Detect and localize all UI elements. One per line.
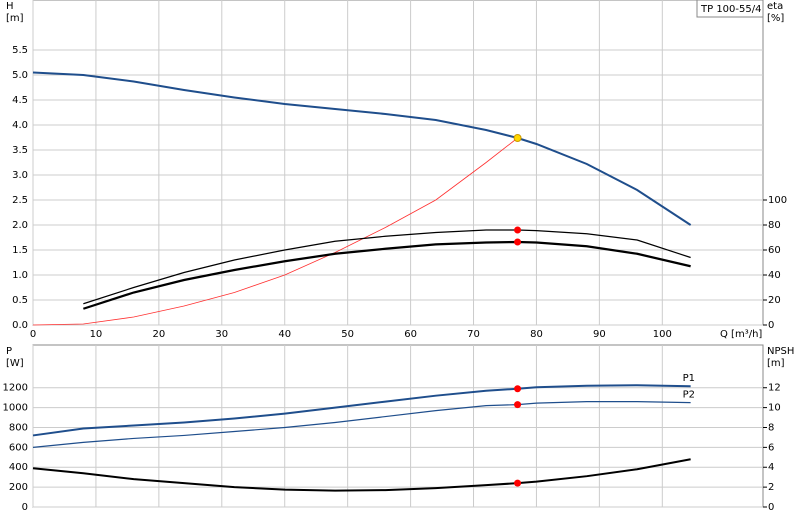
y-tick-label: 5.0	[12, 70, 28, 81]
duty-point	[514, 385, 522, 393]
y2-tick-label: 60	[768, 245, 781, 256]
duty-point	[514, 226, 522, 234]
y2-tick-label: 80	[768, 220, 781, 231]
y-tick-label: 0.5	[12, 295, 28, 306]
series-line	[32, 384, 691, 437]
series-label: P1	[683, 373, 695, 384]
duty-point	[513, 134, 522, 142]
series-line	[32, 137, 518, 326]
y-label: P	[6, 346, 12, 357]
y-tick-label: 1.5	[12, 245, 28, 256]
x-tick-label: 40	[278, 329, 291, 340]
x-tick-label: 10	[90, 329, 103, 340]
y-tick-label: 1000	[3, 403, 28, 414]
x-tick-label: 90	[593, 329, 606, 340]
y-tick-label: 2.0	[12, 220, 28, 231]
chart-title: TP 100-55/4	[700, 4, 761, 15]
y2-unit: [%]	[767, 13, 784, 24]
series-label: P2	[683, 390, 695, 401]
y-tick-label: 4.0	[12, 120, 28, 131]
x-tick-label: 60	[404, 329, 417, 340]
y-tick-label: 2.5	[12, 195, 28, 206]
x-label: Q [m³/h]	[720, 329, 762, 340]
title-box	[696, 0, 764, 18]
y-tick-label: 200	[9, 482, 28, 493]
y2-tick-label: 20	[768, 295, 781, 306]
y2-tick-label: 6	[768, 442, 774, 453]
y2-tick-label: 0	[768, 320, 774, 331]
y-tick-label: 0	[22, 502, 28, 513]
x-tick-label: 30	[215, 329, 228, 340]
y-tick-label: 1200	[3, 383, 28, 394]
duty-point	[514, 238, 522, 246]
x-tick-label: 80	[530, 329, 543, 340]
y-tick-label: 400	[9, 462, 28, 473]
duty-point	[514, 401, 522, 409]
y2-tick-label: 4	[768, 462, 774, 473]
x-tick-label: 50	[341, 329, 354, 340]
y-tick-label: 3.0	[12, 170, 28, 181]
x-tick-label: 100	[653, 329, 672, 340]
y2-tick-label: 8	[768, 422, 774, 433]
x-tick-label: 0	[30, 329, 36, 340]
plot-area	[32, 0, 764, 326]
plot-area	[32, 344, 764, 508]
y-tick-label: 3.5	[12, 145, 28, 156]
y2-tick-label: 2	[768, 482, 774, 493]
y2-tick-label: 40	[768, 270, 781, 281]
series-line	[83, 229, 691, 305]
y-tick-label: 800	[9, 422, 28, 433]
y2-label: NPSH	[767, 346, 794, 357]
x-tick-label: 70	[467, 329, 480, 340]
y2-tick-label: 12	[768, 383, 781, 394]
y2-label: eta	[767, 1, 783, 12]
y2-unit: [m]	[767, 358, 785, 369]
y-tick-label: 1.0	[12, 270, 28, 281]
series-line	[83, 240, 691, 310]
y-tick-label: 5.5	[12, 45, 28, 56]
y-tick-label: 0.0	[12, 320, 28, 331]
y-label: H	[6, 1, 14, 12]
series-line	[32, 401, 691, 448]
y-tick-label: 4.5	[12, 95, 28, 106]
y-unit: [m]	[6, 13, 24, 24]
y-tick-label: 600	[9, 442, 28, 453]
series-line	[32, 458, 691, 492]
y2-tick-label: 100	[768, 195, 787, 206]
series-line	[32, 71, 692, 226]
y2-tick-label: 10	[768, 403, 781, 414]
duty-point	[514, 479, 522, 487]
y-unit: [W]	[6, 358, 24, 369]
x-tick-label: 20	[152, 329, 165, 340]
y2-tick-label: 0	[768, 502, 774, 513]
